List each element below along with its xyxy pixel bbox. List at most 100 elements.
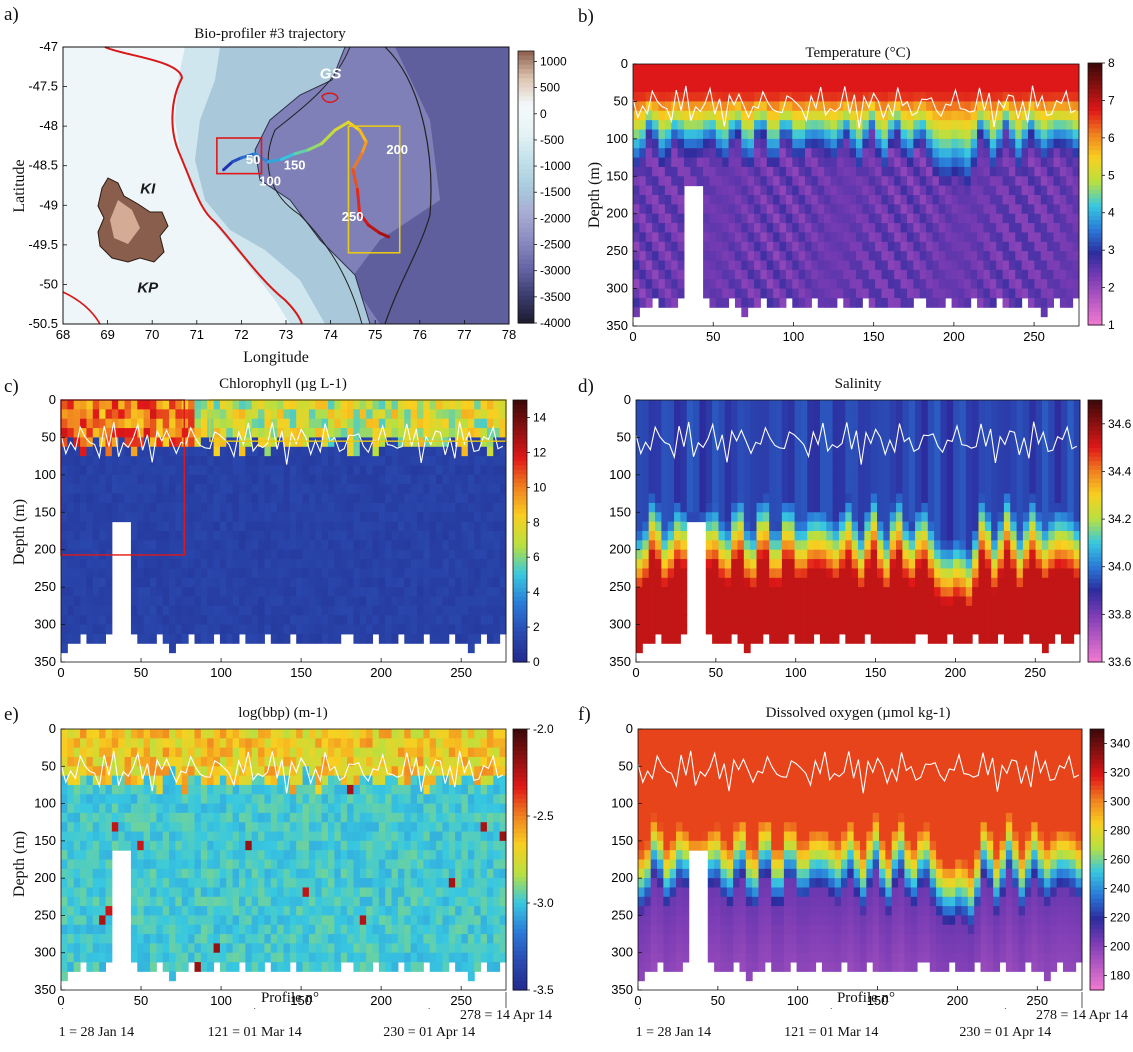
heatmap-cell bbox=[258, 437, 265, 448]
heatmap-cell bbox=[781, 446, 789, 457]
colorbar-gradient-step bbox=[513, 548, 527, 554]
heatmap-cell bbox=[913, 148, 921, 159]
heatmap-cell bbox=[429, 559, 437, 569]
heatmap-cell bbox=[900, 138, 908, 149]
heatmap-cell bbox=[680, 615, 688, 626]
heatmap-cell bbox=[175, 531, 183, 541]
heatmap-cell bbox=[410, 587, 418, 597]
heatmap-cell bbox=[731, 418, 738, 429]
heatmap-cell bbox=[977, 120, 984, 130]
heatmap-cell bbox=[61, 521, 68, 532]
heatmap-cell bbox=[741, 204, 749, 215]
heatmap-cell bbox=[67, 418, 75, 429]
heatmap-cell bbox=[207, 409, 215, 420]
heatmap-cell bbox=[813, 493, 821, 504]
heatmap-cell bbox=[883, 549, 891, 560]
heatmap-cell bbox=[896, 568, 903, 579]
heatmap-cell bbox=[175, 587, 183, 597]
heatmap-cell bbox=[648, 624, 656, 635]
heatmap-cell bbox=[264, 484, 272, 495]
heatmap-cell bbox=[130, 400, 138, 410]
colorbar-gradient-step bbox=[1088, 80, 1102, 86]
heatmap-cell bbox=[838, 446, 846, 457]
heatmap-cell bbox=[896, 474, 903, 485]
heatmap-cell bbox=[137, 540, 145, 551]
heatmap-cell bbox=[800, 521, 808, 532]
heatmap-cell bbox=[703, 185, 710, 196]
y-tick-label: -50.5 bbox=[28, 316, 58, 331]
heatmap-cell bbox=[718, 437, 726, 448]
heatmap-cell bbox=[1028, 157, 1035, 168]
heatmap-cell bbox=[957, 166, 965, 177]
heatmap-cell bbox=[769, 587, 777, 597]
heatmap-cell bbox=[667, 456, 675, 466]
heatmap-cell bbox=[436, 633, 443, 644]
heatmap-cell bbox=[92, 437, 100, 448]
heatmap-cell bbox=[480, 474, 488, 485]
heatmap-cell bbox=[80, 531, 87, 541]
heatmap-cell bbox=[194, 615, 202, 626]
heatmap-cell bbox=[883, 456, 891, 466]
heatmap-cell bbox=[67, 559, 75, 569]
heatmap-cell bbox=[455, 568, 462, 579]
heatmap-cell bbox=[811, 232, 819, 243]
heatmap-cell bbox=[824, 120, 832, 130]
heatmap-cell bbox=[1066, 64, 1074, 74]
heatmap-cell bbox=[989, 82, 997, 93]
heatmap-cell bbox=[467, 643, 475, 654]
heatmap-cell bbox=[372, 568, 380, 579]
heatmap-cell bbox=[715, 64, 723, 74]
heatmap-cell bbox=[99, 624, 106, 635]
heatmap-cell bbox=[397, 446, 405, 457]
heatmap-cell bbox=[232, 577, 240, 588]
heatmap-cell bbox=[385, 615, 393, 626]
heatmap-cell bbox=[213, 465, 221, 476]
heatmap-cell bbox=[712, 418, 719, 429]
heatmap-cell bbox=[359, 502, 367, 513]
heatmap-cell bbox=[819, 409, 827, 420]
heatmap-cell bbox=[722, 204, 730, 215]
heatmap-cell bbox=[703, 260, 710, 271]
heatmap-cell bbox=[169, 474, 176, 485]
heatmap-cell bbox=[1047, 148, 1055, 159]
heatmap-cell bbox=[436, 409, 443, 420]
heatmap-cell bbox=[80, 437, 87, 448]
heatmap-cell bbox=[150, 512, 157, 523]
heatmap-cell bbox=[636, 624, 643, 635]
heatmap-cell bbox=[683, 64, 691, 74]
heatmap-cell bbox=[359, 474, 367, 485]
heatmap-cell bbox=[264, 531, 272, 541]
heatmap-cell bbox=[830, 195, 838, 205]
heatmap-cell bbox=[130, 512, 138, 523]
heatmap-cell bbox=[856, 73, 863, 84]
heatmap-cell bbox=[1047, 73, 1055, 84]
heatmap-cell bbox=[143, 559, 151, 569]
heatmap-cell bbox=[296, 437, 304, 448]
heatmap-cell bbox=[754, 297, 761, 308]
heatmap-cell bbox=[817, 166, 825, 177]
colorbar-gradient-step bbox=[513, 600, 527, 606]
heatmap-cell bbox=[436, 559, 443, 569]
heatmap-cell bbox=[877, 428, 884, 438]
heatmap-cell bbox=[448, 446, 456, 457]
heatmap-cell bbox=[1053, 120, 1061, 130]
heatmap-cell bbox=[340, 615, 348, 626]
heatmap-cell bbox=[156, 577, 164, 588]
heatmap-cell bbox=[194, 409, 202, 420]
heatmap-cell bbox=[366, 465, 373, 476]
heatmap-cell bbox=[996, 73, 1004, 84]
heatmap-cell bbox=[118, 512, 126, 523]
heatmap-cell bbox=[703, 232, 710, 243]
heatmap-cell bbox=[896, 502, 903, 513]
heatmap-cell bbox=[677, 279, 685, 290]
heatmap-cell bbox=[340, 549, 348, 560]
heatmap-cell bbox=[760, 64, 768, 74]
heatmap-cell bbox=[913, 232, 921, 243]
heatmap-cell bbox=[436, 596, 443, 607]
heatmap-cell bbox=[715, 166, 723, 177]
colorbar-tick-label: -1000 bbox=[540, 159, 571, 173]
colorbar-gradient-step bbox=[518, 277, 534, 283]
heatmap-cell bbox=[207, 437, 215, 448]
heatmap-cell bbox=[188, 502, 195, 513]
heatmap-cell bbox=[1072, 204, 1080, 215]
